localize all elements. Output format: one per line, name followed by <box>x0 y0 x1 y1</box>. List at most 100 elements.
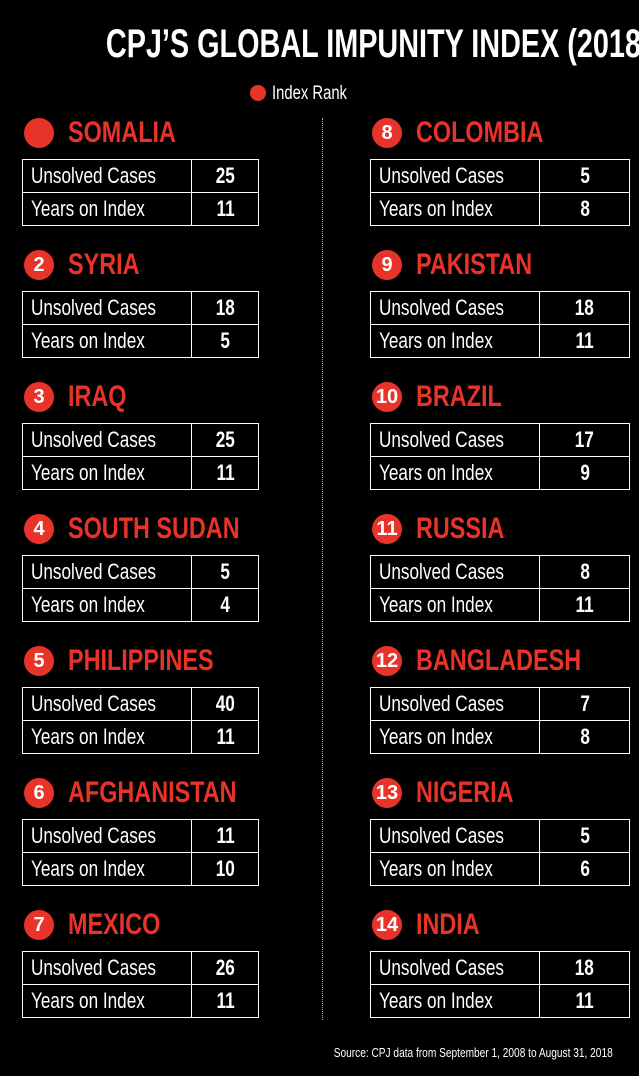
row-value: 5 <box>191 324 260 358</box>
country-text: INDIA <box>416 908 480 941</box>
row-label: Years on Index <box>369 456 541 490</box>
stats-row: Unsolved Cases 5 <box>21 555 260 589</box>
stats-row: Unsolved Cases 25 <box>21 159 260 193</box>
row-value: 11 <box>191 456 260 490</box>
row-value: 11 <box>191 192 260 226</box>
row-label: Unsolved Cases <box>21 159 193 193</box>
row-value-text: 11 <box>216 196 235 221</box>
row-label-text: Years on Index <box>31 856 145 881</box>
rank-badge <box>24 118 54 148</box>
stats-table: Unsolved Cases 11 Years on Index 10 <box>21 819 260 886</box>
stats-body: Unsolved Cases 18 Years on Index 11 <box>369 291 631 358</box>
row-value: 10 <box>191 852 260 886</box>
row-label-text: Years on Index <box>31 724 145 749</box>
rank-badge: 10 <box>372 382 402 412</box>
row-label: Years on Index <box>21 192 193 226</box>
row-label-text: Unsolved Cases <box>31 955 156 980</box>
row-value: 11 <box>539 984 631 1018</box>
row-label: Unsolved Cases <box>21 291 193 325</box>
stats-row: Unsolved Cases 18 <box>21 291 260 325</box>
row-value: 7 <box>539 687 631 721</box>
row-value: 11 <box>539 588 631 622</box>
row-label: Years on Index <box>21 588 193 622</box>
stats-table: Unsolved Cases 26 Years on Index 11 <box>21 951 260 1018</box>
stats-row: Unsolved Cases 7 <box>369 687 631 721</box>
legend-text: Index Rank <box>272 83 347 104</box>
row-label: Years on Index <box>369 720 541 754</box>
row-label: Unsolved Cases <box>21 423 193 457</box>
stats-row: Unsolved Cases 18 <box>369 951 631 985</box>
stats-table: Unsolved Cases 25 Years on Index 11 <box>21 423 260 490</box>
country-text: SOMALIA <box>68 116 176 149</box>
row-label-text: Unsolved Cases <box>379 163 504 188</box>
country-text: AFGHANISTAN <box>68 776 237 809</box>
row-label-text: Unsolved Cases <box>379 691 504 716</box>
row-label-text: Years on Index <box>379 592 493 617</box>
row-value-text: 18 <box>575 295 595 320</box>
row-value-text: 5 <box>579 163 590 188</box>
rank-badge: 13 <box>372 778 402 808</box>
stats-table: Unsolved Cases 18 Years on Index 11 <box>369 951 631 1018</box>
stats-table: Unsolved Cases 17 Years on Index 9 <box>369 423 631 490</box>
row-label-text: Years on Index <box>31 460 145 485</box>
stats-row: Unsolved Cases 18 <box>369 291 631 325</box>
row-label-text: Unsolved Cases <box>31 559 156 584</box>
country-name: SOUTH SUDAN <box>68 512 288 546</box>
stats-body: Unsolved Cases 18 Years on Index 11 <box>369 951 631 1018</box>
row-label: Unsolved Cases <box>21 555 193 589</box>
row-label-text: Years on Index <box>379 988 493 1013</box>
country-name: MEXICO <box>68 908 186 942</box>
country-text: MEXICO <box>68 908 161 941</box>
row-value-text: 11 <box>216 988 235 1013</box>
country-name: COLOMBIA <box>416 116 579 150</box>
stats-body: Unsolved Cases 8 Years on Index 11 <box>369 555 631 622</box>
row-value: 8 <box>539 720 631 754</box>
stats-row: Years on Index 4 <box>21 588 260 622</box>
row-value-text: 8 <box>579 196 590 221</box>
row-label-text: Years on Index <box>379 196 493 221</box>
row-value-text: 11 <box>216 460 235 485</box>
country-name: PAKISTAN <box>416 248 565 282</box>
row-value-text: 11 <box>575 328 594 353</box>
title: CPJ’S GLOBAL IMPUNITY INDEX (2018) <box>0 22 639 67</box>
row-value-text: 25 <box>215 427 235 452</box>
row-label: Years on Index <box>369 588 541 622</box>
row-value: 11 <box>191 819 260 853</box>
row-label-text: Years on Index <box>31 328 145 353</box>
row-value: 5 <box>539 819 631 853</box>
rank-badge: 5 <box>24 646 54 676</box>
row-value-text: 18 <box>215 295 235 320</box>
row-label: Unsolved Cases <box>369 819 541 853</box>
stats-row: Unsolved Cases 26 <box>21 951 260 985</box>
row-value: 40 <box>191 687 260 721</box>
row-label: Unsolved Cases <box>21 819 193 853</box>
stats-row: Years on Index 5 <box>21 324 260 358</box>
row-value: 5 <box>539 159 631 193</box>
row-label-text: Years on Index <box>31 988 145 1013</box>
row-label: Unsolved Cases <box>369 951 541 985</box>
country-name: RUSSIA <box>416 512 529 546</box>
stats-body: Unsolved Cases 18 Years on Index 5 <box>21 291 260 358</box>
stats-row: Unsolved Cases 5 <box>369 159 631 193</box>
country-name: BRAZIL <box>416 380 526 414</box>
stats-row: Unsolved Cases 5 <box>369 819 631 853</box>
row-label: Years on Index <box>369 852 541 886</box>
row-value: 9 <box>539 456 631 490</box>
stats-row: Unsolved Cases 11 <box>21 819 260 853</box>
row-value: 11 <box>539 324 631 358</box>
stats-row: Years on Index 8 <box>369 720 631 754</box>
rank-badge: 6 <box>24 778 54 808</box>
stats-table: Unsolved Cases 18 Years on Index 11 <box>369 291 631 358</box>
row-label-text: Unsolved Cases <box>379 823 504 848</box>
country-text: PHILIPPINES <box>68 644 214 677</box>
country-text: NIGERIA <box>416 776 514 809</box>
rank-badge: 3 <box>24 382 54 412</box>
rank-badge: 14 <box>372 910 402 940</box>
row-label: Years on Index <box>21 720 193 754</box>
stats-body: Unsolved Cases 25 Years on Index 11 <box>21 159 260 226</box>
stats-row: Years on Index 8 <box>369 192 631 226</box>
stats-table: Unsolved Cases 7 Years on Index 8 <box>369 687 631 754</box>
row-label: Unsolved Cases <box>369 291 541 325</box>
row-label-text: Unsolved Cases <box>31 691 156 716</box>
